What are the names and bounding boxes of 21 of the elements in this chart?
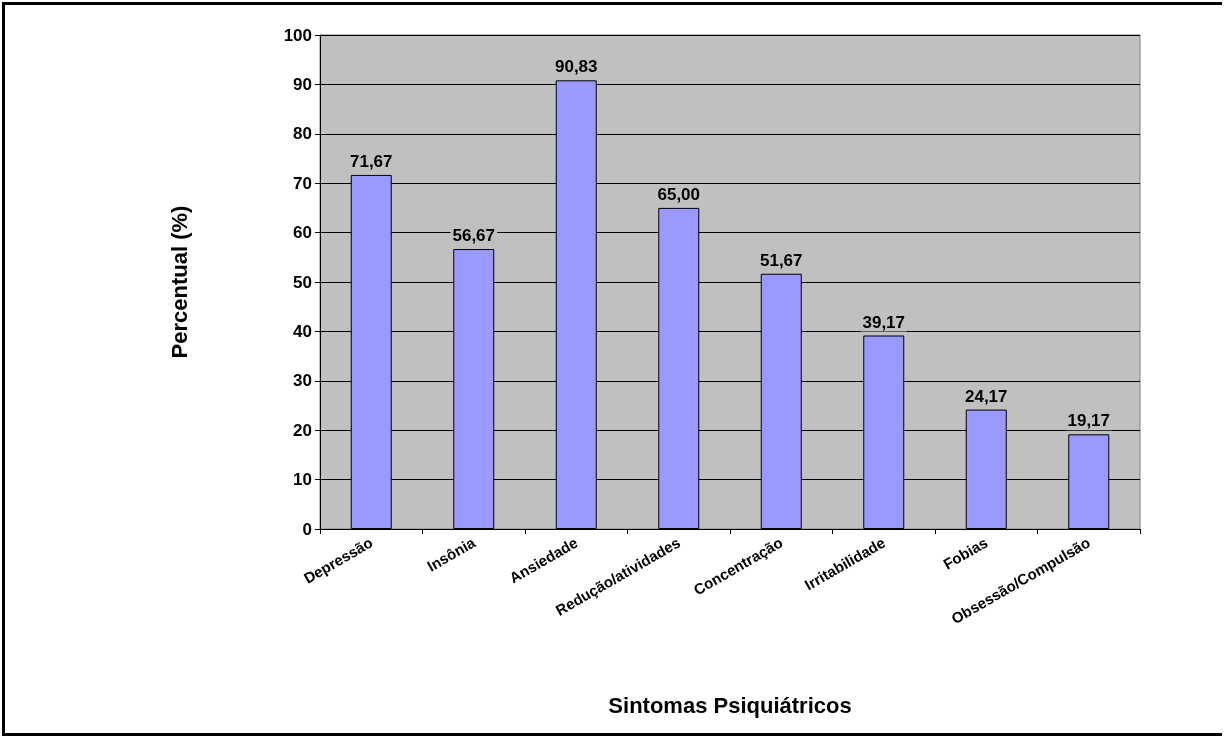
y-tick-label: 30: [293, 371, 312, 391]
data-label: 90,83: [554, 57, 598, 77]
y-tick-label: 70: [293, 173, 312, 193]
y-tick-label: 60: [293, 223, 312, 243]
y-tick-label: 100: [283, 25, 312, 45]
data-label: 24,17: [964, 386, 1008, 406]
y-tick-label: 40: [293, 321, 312, 341]
data-label: 56,67: [452, 226, 496, 246]
y-tick-label: 80: [293, 124, 312, 144]
y-tick-label: 90: [293, 74, 312, 94]
data-label: 51,67: [759, 250, 803, 270]
y-tick-label: 20: [293, 420, 312, 440]
y-axis-title: Percentual (%): [166, 205, 192, 359]
x-axis-title: Sintomas Psiquiátricos: [608, 692, 852, 718]
y-tick-label: 50: [293, 272, 312, 292]
data-label: 71,67: [349, 151, 393, 171]
y-tick-label: 10: [293, 470, 312, 490]
y-tick-label: 0: [302, 519, 312, 539]
data-label: 39,17: [862, 312, 906, 332]
data-label: 65,00: [657, 184, 701, 204]
data-label: 19,17: [1067, 411, 1111, 431]
